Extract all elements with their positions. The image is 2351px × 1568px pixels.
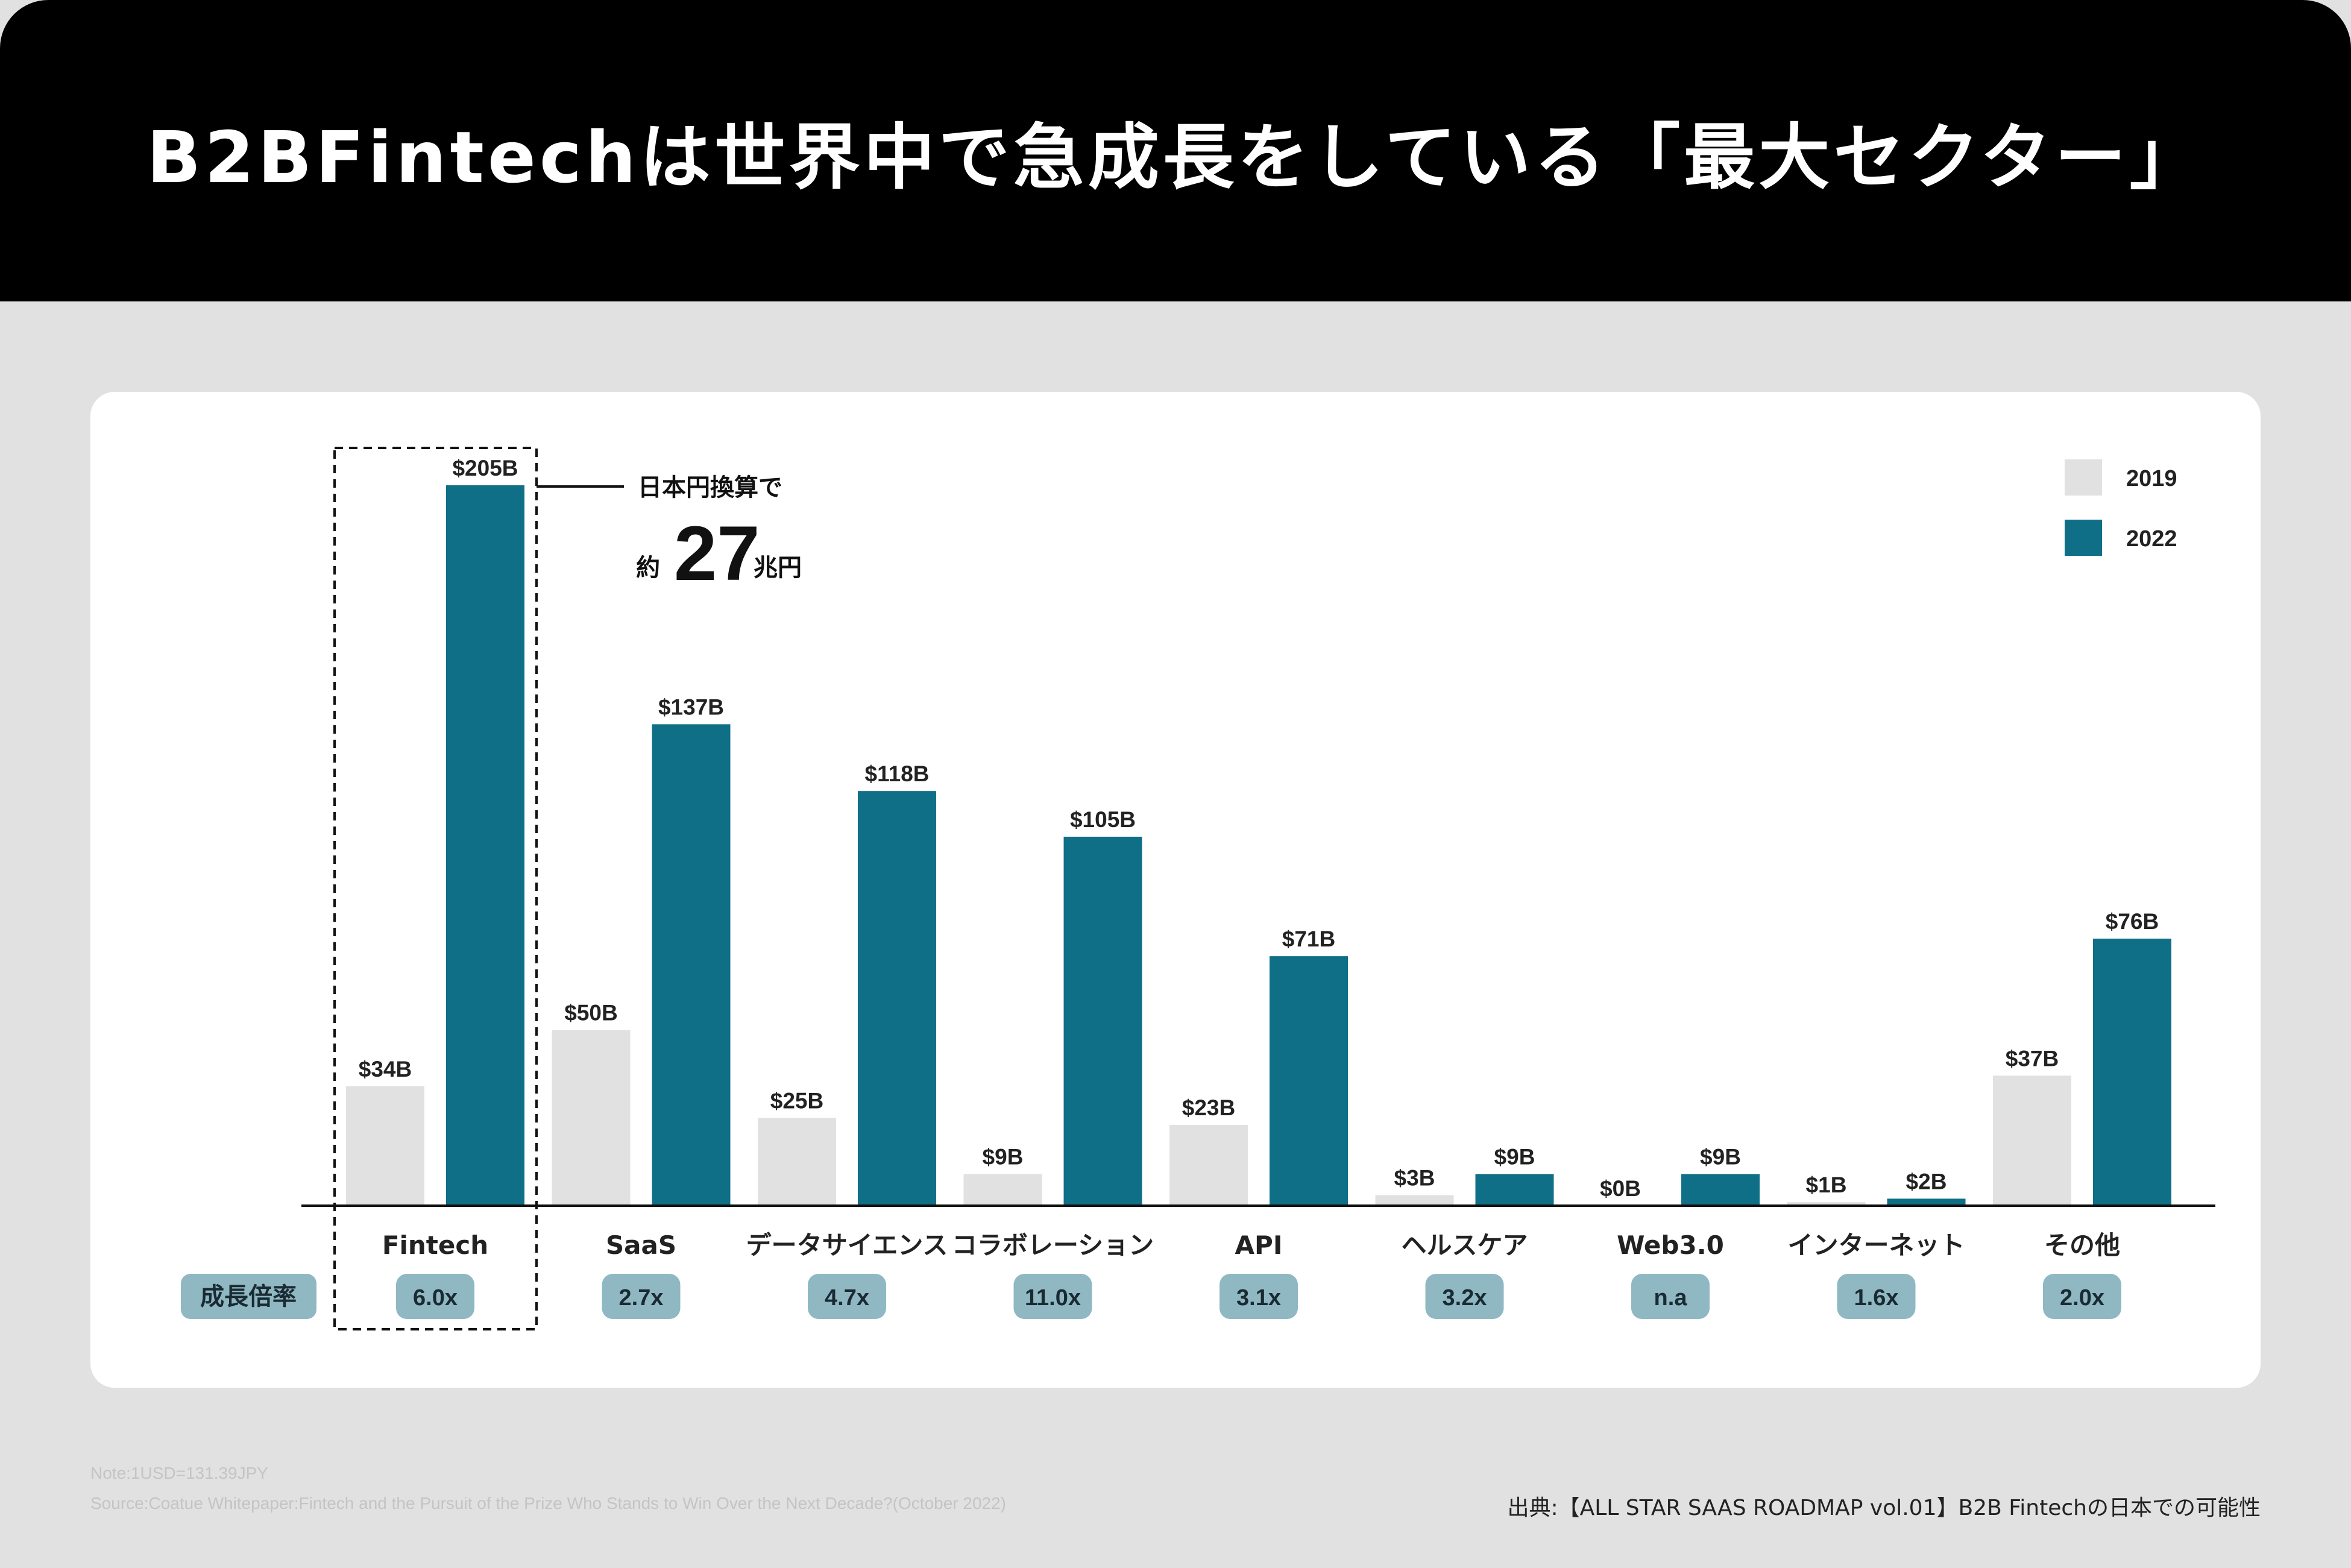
growth-label-badge xyxy=(181,1274,316,1319)
growth-rate-badge-1 xyxy=(602,1274,681,1319)
bar-2022-4 xyxy=(1270,956,1348,1206)
bar-value-label-2019-3: $9B xyxy=(983,1145,1024,1170)
category-label-6: Web3.0 xyxy=(1617,1230,1724,1260)
growth-rate-badge-5 xyxy=(1425,1274,1504,1319)
header-banner: B2BFintechは世界中で急成長をしている「最大セクター」 xyxy=(0,0,2351,301)
growth-rate-0: 6.0x xyxy=(413,1285,458,1311)
growth-rate-8: 2.0x xyxy=(2060,1285,2104,1311)
category-label-8: その他 xyxy=(2044,1230,2120,1260)
bar-2019-5 xyxy=(1375,1195,1454,1206)
category-label-7: インターネット xyxy=(1787,1230,1965,1260)
bar-value-label-2022-6: $9B xyxy=(1700,1145,1741,1170)
bar-2022-2 xyxy=(858,791,936,1206)
growth-rate-badge-4 xyxy=(1220,1274,1298,1319)
bar-2019-2 xyxy=(758,1118,836,1206)
bar-value-label-2019-7: $1B xyxy=(1806,1173,1847,1197)
bar-value-label-2019-8: $37B xyxy=(2006,1046,2059,1071)
bar-2022-5 xyxy=(1475,1174,1554,1206)
category-label-4: API xyxy=(1235,1230,1283,1260)
growth-rate-5: 3.2x xyxy=(1443,1285,1487,1311)
bar-2022-8 xyxy=(2093,938,2171,1206)
bar-value-label-2019-2: $25B xyxy=(770,1088,823,1113)
bar-value-label-2022-1: $137B xyxy=(658,694,724,719)
growth-rate-badge-0 xyxy=(396,1274,474,1319)
growth-rate-4: 3.1x xyxy=(1236,1285,1281,1311)
growth-rate-1: 2.7x xyxy=(619,1285,664,1311)
bar-2019-1 xyxy=(552,1030,631,1206)
fintech-highlight-box xyxy=(333,447,538,1330)
annotation-number: 27 xyxy=(674,511,760,597)
bar-2022-0 xyxy=(446,485,524,1206)
category-label-2: データサイエンス xyxy=(746,1230,948,1260)
growth-rate-7: 1.6x xyxy=(1854,1285,1899,1311)
bar-2019-3 xyxy=(963,1174,1042,1206)
annotation-prefix: 約 xyxy=(636,554,660,582)
bar-value-label-2022-0: $205B xyxy=(452,456,518,480)
bar-value-label-2022-5: $9B xyxy=(1494,1145,1535,1170)
legend-swatch-2019 xyxy=(2065,459,2102,496)
footer-note: Note:1USD=131.39JPY xyxy=(90,1464,268,1482)
legend-label-2019: 2019 xyxy=(2126,466,2177,491)
growth-rate-badge-6 xyxy=(1631,1274,1710,1319)
chart-labels: $34B $205B Fintech 6.0x $50B $137B SaaS 2.7x $25… xyxy=(359,456,2159,1319)
growth-rate-badge-8 xyxy=(2043,1274,2121,1319)
bar-value-label-2022-2: $118B xyxy=(865,761,930,786)
bar-value-label-2022-3: $105B xyxy=(1070,807,1136,832)
bar-value-label-2022-7: $2B xyxy=(1906,1169,1947,1194)
growth-label: 成長倍率 xyxy=(200,1283,297,1311)
chart-bars xyxy=(346,485,2171,1206)
bar-2022-3 xyxy=(1063,836,1142,1206)
bar-value-label-2019-4: $23B xyxy=(1182,1095,1235,1120)
bar-value-label-2019-1: $50B xyxy=(564,1001,617,1025)
legend-label-2022: 2022 xyxy=(2126,526,2177,552)
bar-value-label-2022-8: $76B xyxy=(2106,909,2159,934)
bar-value-label-2019-5: $3B xyxy=(1394,1166,1435,1191)
growth-rate-badge-7 xyxy=(1837,1274,1916,1319)
page-title: B2BFintechは世界中で急成長をしている「最大セクター」 xyxy=(146,115,2205,199)
bar-value-label-2022-4: $71B xyxy=(1282,927,1335,951)
bar-2019-8 xyxy=(1993,1075,2071,1206)
bar-2022-7 xyxy=(1887,1198,1966,1206)
growth-rate-badge-3 xyxy=(1013,1274,1092,1319)
growth-rate-3: 11.0x xyxy=(1025,1285,1081,1311)
footer-source-right: 出典:【ALL STAR SAAS ROADMAP vol.01】B2B Fin… xyxy=(1507,1496,2261,1520)
annotation-suffix: 兆円 xyxy=(754,554,802,582)
growth-rate-badge-2 xyxy=(808,1274,886,1319)
bar-2022-1 xyxy=(652,724,731,1206)
category-label-0: Fintech xyxy=(382,1230,488,1260)
category-label-3: コラボレーション xyxy=(952,1230,1154,1260)
bar-2019-7 xyxy=(1787,1202,1866,1206)
bar-2019-0 xyxy=(346,1086,424,1206)
bar-value-label-2019-0: $34B xyxy=(359,1057,412,1082)
bar-2022-6 xyxy=(1681,1174,1760,1206)
category-label-5: ヘルスケア xyxy=(1401,1230,1528,1260)
growth-rate-6: n.a xyxy=(1654,1285,1688,1311)
bar-value-label-2019-6: $0B xyxy=(1600,1176,1641,1201)
bar-2019-4 xyxy=(1169,1124,1248,1206)
annotation-line1: 日本円換算で xyxy=(638,474,782,502)
growth-rate-2: 4.7x xyxy=(825,1285,869,1311)
category-label-1: SaaS xyxy=(606,1230,676,1260)
legend-swatch-2022 xyxy=(2065,520,2102,556)
footer-source-left: Source:Coatue Whitepaper:Fintech and the… xyxy=(90,1494,1006,1513)
